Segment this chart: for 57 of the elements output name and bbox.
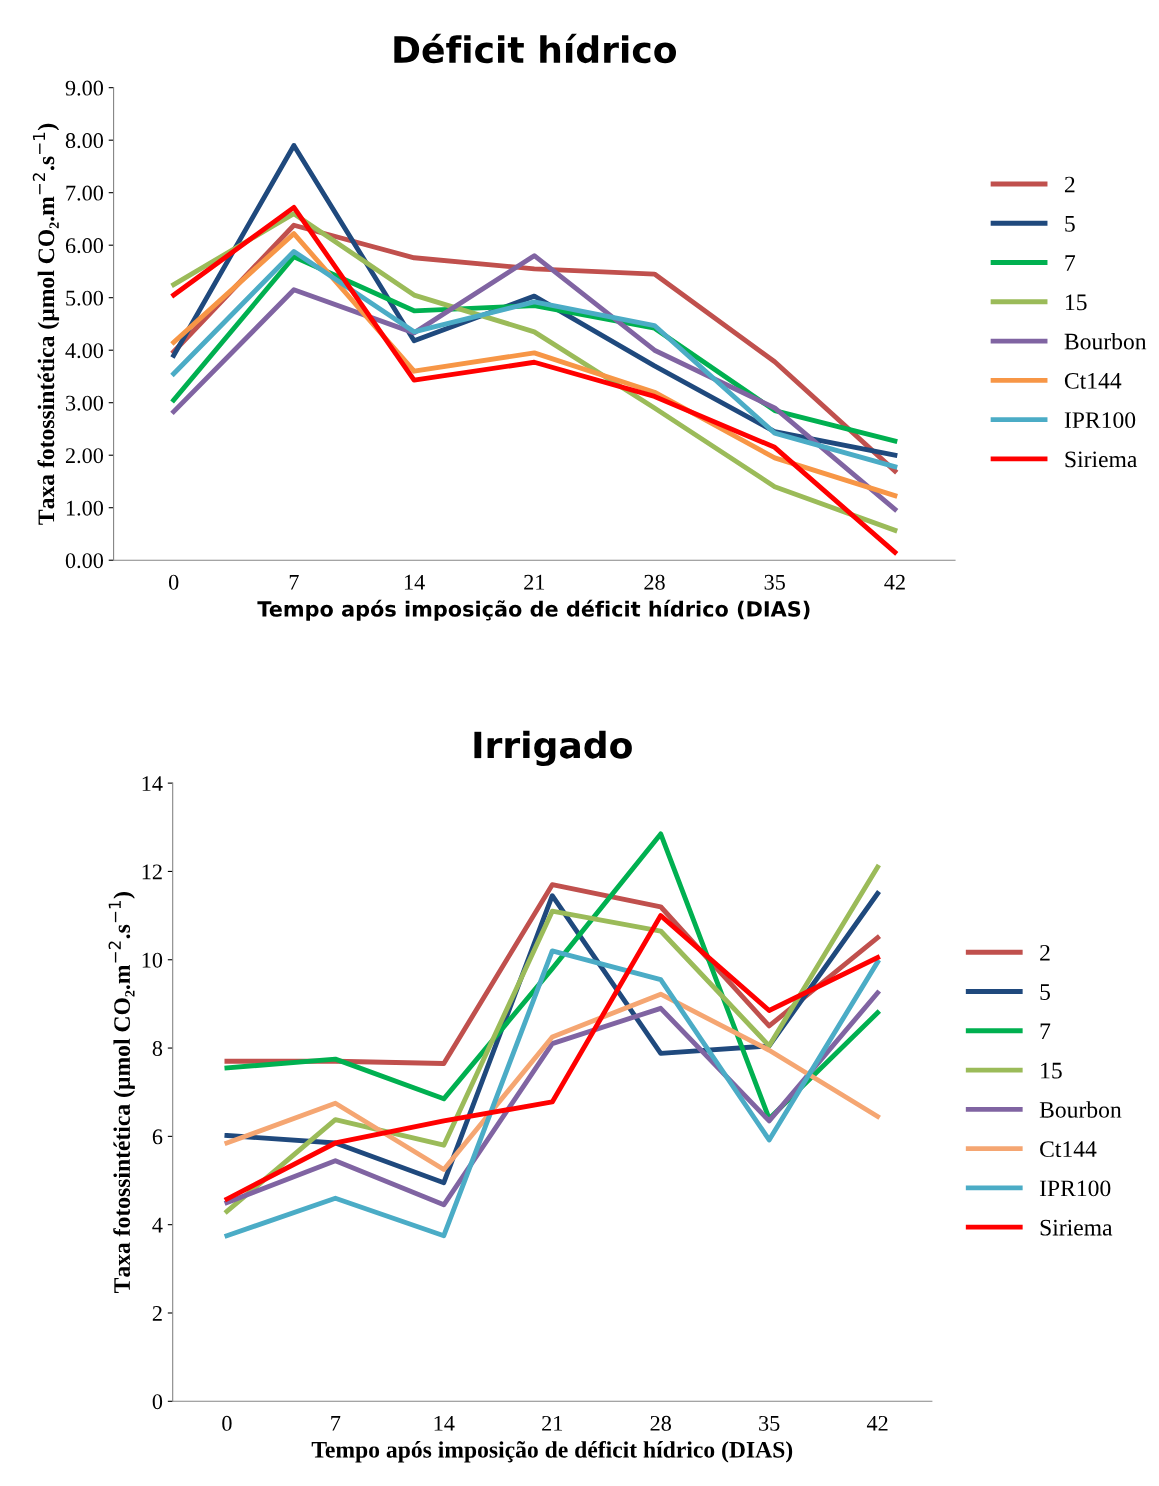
line-series [224,948,881,1239]
line-series [224,991,881,1172]
y-tick-label: 14 [142,776,163,791]
chart-title: Irrigado [474,730,632,766]
y-tick-label: 5.00 [66,290,104,306]
legend-label: Siriema [1040,1219,1113,1236]
x-tick-label: 21 [542,1415,563,1431]
y-tick-label: 2.00 [65,448,104,464]
x-axis-title: Tempo após imposição de déficit hídrico (DIAS) [257,599,810,621]
legend-label: Ct144 [1064,372,1122,389]
y-tick-label: 1.00 [66,500,104,516]
legend-label: 7 [1065,255,1076,271]
y-tick-label: 8 [152,1040,163,1056]
x-tick-label: 0 [222,1415,232,1431]
x-tick-label: 35 [759,1415,780,1431]
x-tick-label: 14 [434,1415,455,1431]
x-tick-label: 0 [168,574,179,590]
y-tick-label: 6.00 [65,238,104,254]
x-tick-label: 28 [650,1415,671,1431]
legend-label: Siriema [1065,451,1138,468]
y-tick-label: 2 [152,1305,162,1321]
x-tick-label: 42 [866,1415,888,1431]
x-axis-title: Tempo após imposição de déficit hídrico (DIAS) [311,1440,793,1463]
y-tick-label: 7.00 [66,185,104,201]
y-tick-label: 12 [142,864,162,880]
legend-label: 15 [1066,294,1087,311]
legend-label: 5 [1065,216,1075,232]
x-tick-label: 21 [524,574,545,590]
x-tick-label: 35 [764,574,785,590]
y-tick-label: 10 [142,952,163,968]
y-tick-label: 9.00 [65,80,104,96]
line-series [224,864,881,1214]
y-tick-label: 0.00 [65,553,104,569]
legend-label: Ct144 [1040,1141,1097,1158]
x-tick-label: 14 [404,574,425,590]
legend-label: Bourbon [1064,332,1147,350]
x-tick-label: 42 [884,574,905,590]
legend-label: 15 [1041,1062,1062,1079]
x-tick-label: 7 [289,574,299,590]
y-tick-label: 6 [152,1129,163,1145]
y-axis-title: Taxa fotossintética (µmol CO₂.m$^{−2}$.s$^{−1}$) [108,892,135,1294]
chart-title: Déficit hídrico [394,33,676,64]
legend-label: IPR100 [1064,412,1136,429]
legend-label: 2 [1064,176,1075,193]
x-tick-label: 7 [331,1416,341,1431]
legend-label: Bourbon [1039,1101,1122,1118]
y-tick-label: 4 [152,1217,163,1233]
legend-label: 7 [1040,1023,1051,1040]
y-tick-label: 0 [152,1394,163,1410]
legend-label: IPR100 [1039,1180,1111,1197]
x-tick-label: 28 [644,574,665,590]
y-tick-label: 3.00 [66,395,104,411]
y-tick-label: 8.00 [65,133,104,149]
y-tick-label: 4.00 [65,343,104,359]
legend-label: 2 [1040,944,1050,961]
legend-label: 5 [1040,984,1050,1001]
y-axis-title: Taxa fotossintética (µmol CO₂.m$^{−2}$.s$^{−1}$) [32,123,60,525]
